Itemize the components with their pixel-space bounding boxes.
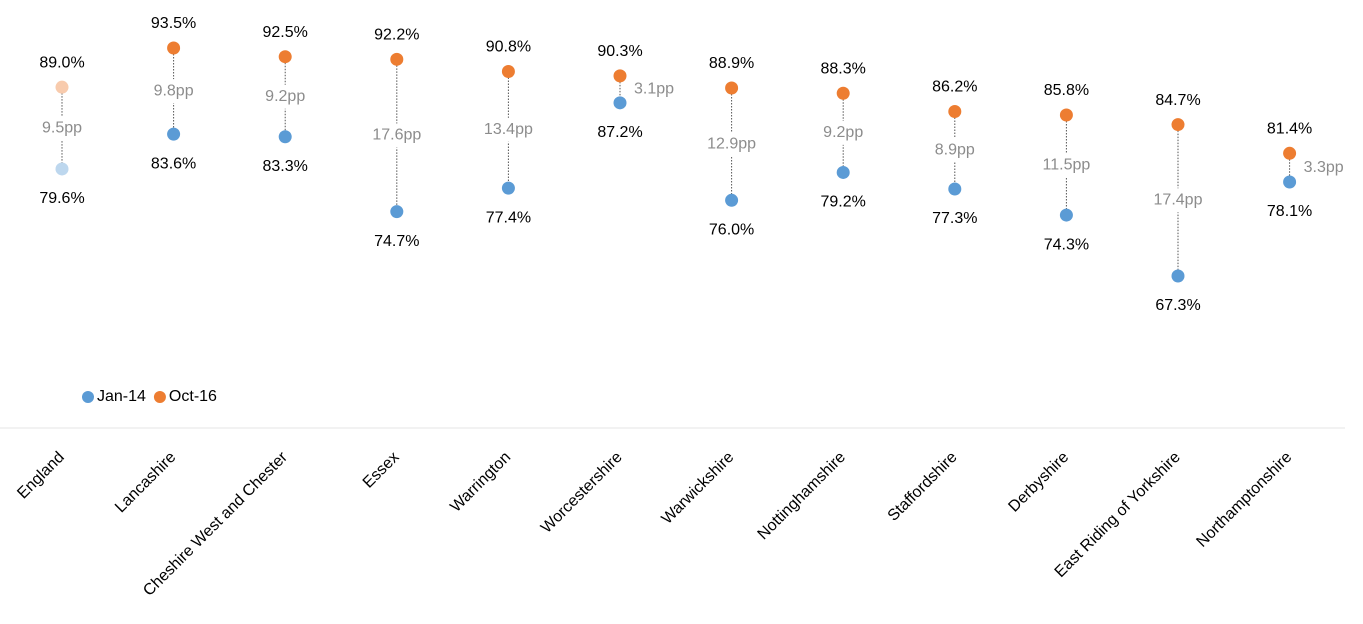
dot [501, 181, 515, 195]
dot [1283, 146, 1297, 160]
gap-label: 8.9pp [935, 141, 975, 158]
legend-label: Jan-14 [97, 388, 146, 405]
gap-label: 17.6pp [372, 127, 421, 144]
x-tick-label: Lancashire [112, 449, 179, 516]
value-label: 90.3% [597, 43, 642, 60]
dot [613, 96, 627, 110]
dot [1171, 269, 1185, 283]
gap-label-bg [813, 120, 874, 145]
value-label: 85.8% [1044, 82, 1089, 99]
x-tick-label: Derbyshire [1005, 449, 1072, 516]
value-label: 83.3% [263, 158, 308, 175]
dot [390, 52, 404, 66]
dot [167, 127, 181, 141]
gap-label: 13.4pp [484, 121, 533, 138]
dot [1283, 175, 1297, 189]
value-label: 74.3% [1044, 236, 1089, 253]
dot [278, 50, 292, 64]
value-label: 79.6% [39, 190, 84, 207]
gap-label: 17.4pp [1154, 192, 1203, 209]
gap-label: 9.5pp [42, 119, 82, 136]
value-label: 93.5% [151, 15, 196, 32]
legend-label: Oct-16 [169, 388, 217, 405]
gap-label-bg [478, 117, 539, 142]
gap-label-bg [924, 138, 985, 163]
gap-label: 3.3pp [1304, 159, 1344, 176]
dot [1171, 118, 1185, 132]
gap-label-bg [143, 79, 204, 104]
value-label: 74.7% [374, 233, 419, 250]
dot [836, 86, 850, 100]
value-label: 67.3% [1155, 297, 1200, 314]
gap-label-bg [701, 132, 762, 157]
x-tick-label: Worcestershire [538, 449, 626, 537]
dot [1059, 108, 1073, 122]
value-label: 87.2% [597, 124, 642, 141]
value-label: 81.4% [1267, 121, 1312, 138]
gap-label: 9.8pp [154, 82, 194, 99]
value-label: 90.8% [486, 39, 531, 56]
gap-label-bg [255, 84, 316, 109]
dot [613, 69, 627, 83]
value-label: 89.0% [39, 54, 84, 71]
x-tick-label: Warwickshire [659, 449, 738, 528]
value-label: 77.3% [932, 210, 977, 227]
gap-label: 3.1pp [634, 81, 674, 98]
dot [55, 80, 69, 94]
value-label: 84.7% [1155, 92, 1200, 109]
x-tick-label: Warrington [447, 449, 514, 516]
dot [278, 130, 292, 144]
value-label: 78.1% [1267, 203, 1312, 220]
x-tick-label: Nottinghamshire [755, 449, 849, 543]
x-tick-label: Northamptonshire [1193, 449, 1295, 551]
dot [390, 205, 404, 219]
gap-label: 11.5pp [1043, 156, 1091, 173]
dot [725, 193, 739, 207]
value-label: 86.2% [932, 79, 977, 96]
gap-label: 9.2pp [823, 124, 863, 141]
dot [836, 165, 850, 179]
value-label: 79.2% [821, 194, 866, 211]
x-tick-label: Staffordshire [885, 449, 961, 525]
value-label: 76.0% [709, 222, 754, 239]
dot [725, 81, 739, 95]
legend-marker [82, 391, 94, 403]
dot [55, 162, 69, 176]
x-tick-label: Essex [360, 449, 403, 492]
dot [948, 105, 962, 119]
legend-marker [153, 391, 166, 403]
x-tick-label: East Riding of Yorkshire [1052, 449, 1184, 581]
gap-label: 12.9pp [707, 135, 756, 152]
value-label: 77.4% [486, 209, 531, 226]
x-tick-label: England [14, 449, 68, 503]
gap-label-bg [1036, 153, 1097, 178]
dot [1059, 208, 1073, 222]
gap-label-bg [32, 116, 92, 141]
value-label: 92.5% [263, 24, 308, 41]
gap-label-bg [1148, 188, 1208, 213]
value-label: 83.6% [151, 155, 196, 172]
value-label: 92.2% [374, 27, 419, 44]
value-label: 88.3% [821, 60, 866, 77]
gap-label: 9.2pp [265, 88, 305, 105]
dot [501, 64, 515, 78]
dot [948, 182, 962, 196]
value-label: 88.9% [709, 55, 754, 72]
dot [167, 41, 181, 55]
gap-label-bg [366, 123, 427, 148]
